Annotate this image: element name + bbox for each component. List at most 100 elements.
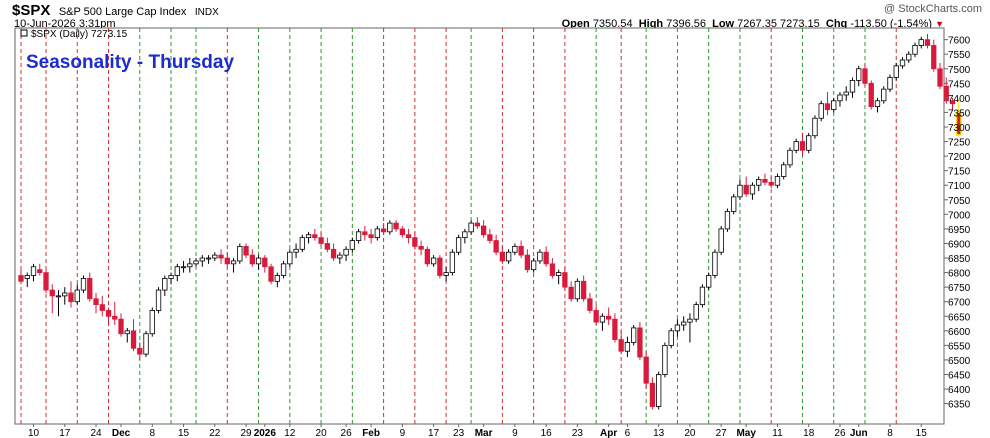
candle-body xyxy=(793,141,799,151)
candle-body xyxy=(305,234,312,239)
candle-body xyxy=(249,254,255,265)
chart-header: $SPX S&P 500 Large Cap Index INDX xyxy=(12,2,219,20)
candle-body xyxy=(762,179,768,183)
credit: @ StockCharts.com xyxy=(884,3,982,15)
candle-body xyxy=(681,321,687,326)
candle-body xyxy=(656,374,662,407)
candle-body xyxy=(955,111,962,136)
candle-body xyxy=(512,245,518,253)
candle-body xyxy=(674,324,681,332)
candle-body xyxy=(649,382,656,407)
candle-body xyxy=(124,330,130,335)
y-tick-label: 6600 xyxy=(948,327,971,338)
candle-body xyxy=(706,275,712,288)
candle-body xyxy=(843,91,849,96)
candle-body xyxy=(631,327,637,343)
x-tick-label: 10 xyxy=(28,428,40,438)
candle-body xyxy=(937,68,943,87)
candle-body xyxy=(581,280,587,300)
candle-body xyxy=(155,289,162,311)
y-tick-label: 7050 xyxy=(948,196,971,207)
candle-body xyxy=(918,39,924,46)
low-value: 7267.35 xyxy=(737,18,777,30)
candle-body xyxy=(931,45,937,70)
x-tick-label: 27 xyxy=(716,428,728,438)
candle-body xyxy=(205,257,212,260)
x-tick-label: 23 xyxy=(453,428,465,438)
candle-body xyxy=(387,222,393,233)
candle-body xyxy=(468,222,474,233)
candle-body xyxy=(218,254,224,259)
candle-body xyxy=(868,82,874,108)
candle-body xyxy=(355,231,362,241)
x-tick-label: 22 xyxy=(209,428,221,438)
y-tick-label: 7300 xyxy=(948,123,971,134)
candle-body xyxy=(318,237,324,244)
x-tick-label: 9 xyxy=(512,428,518,438)
candle-body xyxy=(274,275,280,282)
candle-body xyxy=(562,272,568,288)
y-tick-label: 6700 xyxy=(948,298,971,309)
candle-body xyxy=(55,295,62,298)
candle-body xyxy=(568,286,574,300)
y-tick-label: 7400 xyxy=(948,94,971,105)
candle-body xyxy=(405,234,412,239)
candle-body xyxy=(368,234,374,239)
candle-body xyxy=(118,318,124,335)
candle-body xyxy=(781,164,787,177)
candle-body xyxy=(337,254,343,259)
candle-body xyxy=(818,103,824,119)
x-tick-label: 26 xyxy=(341,428,353,438)
candle-body xyxy=(555,272,562,276)
candle-body xyxy=(599,315,606,323)
x-tick-label: 6 xyxy=(625,428,631,438)
candle-body xyxy=(299,237,305,250)
security-name: S&P 500 Large Cap Index xyxy=(58,6,187,18)
candle-body xyxy=(862,68,868,84)
candle-body xyxy=(480,225,487,236)
candle-body xyxy=(437,257,443,276)
candle-body xyxy=(280,263,287,276)
candle-body xyxy=(80,278,87,291)
candle-body xyxy=(180,266,187,269)
x-tick-label: Apr xyxy=(600,428,617,438)
candle-body xyxy=(112,315,118,320)
candle-body xyxy=(524,254,531,271)
candle-body xyxy=(924,39,931,46)
candle-body xyxy=(24,275,30,279)
x-tick-label: 23 xyxy=(572,428,584,438)
candle-body xyxy=(693,304,699,320)
x-tick-label: 29 xyxy=(240,428,252,438)
x-tick-label: 17 xyxy=(59,428,71,438)
y-tick-label: 7250 xyxy=(948,138,971,149)
x-tick-label: 26 xyxy=(834,428,846,438)
x-tick-label: 15 xyxy=(916,428,928,438)
candle-body xyxy=(424,248,431,265)
candle-body xyxy=(662,344,668,375)
candle-body xyxy=(643,356,649,384)
y-tick-label: 6550 xyxy=(948,341,971,352)
candle-body xyxy=(530,260,537,271)
candle-body xyxy=(187,263,193,268)
candle-body xyxy=(756,179,762,186)
candle-body xyxy=(899,59,906,67)
candle-body xyxy=(105,310,112,317)
candle-body xyxy=(262,257,268,268)
down-arrow-icon: ▼ xyxy=(935,19,944,29)
candle-body xyxy=(856,68,862,81)
candle-body xyxy=(668,330,674,346)
low-label: Low xyxy=(712,18,735,30)
candle-body xyxy=(731,196,737,212)
y-tick-label: 6750 xyxy=(948,283,971,294)
candle-body xyxy=(824,103,831,110)
candle-body xyxy=(237,245,243,262)
y-tick-label: 7450 xyxy=(948,79,971,90)
candle-body xyxy=(587,298,593,311)
candle-body xyxy=(399,228,406,236)
candle-body xyxy=(768,181,774,186)
candle-body xyxy=(949,100,956,105)
candle-body xyxy=(718,228,724,253)
candle-body xyxy=(806,135,812,151)
candle-body xyxy=(174,266,180,276)
